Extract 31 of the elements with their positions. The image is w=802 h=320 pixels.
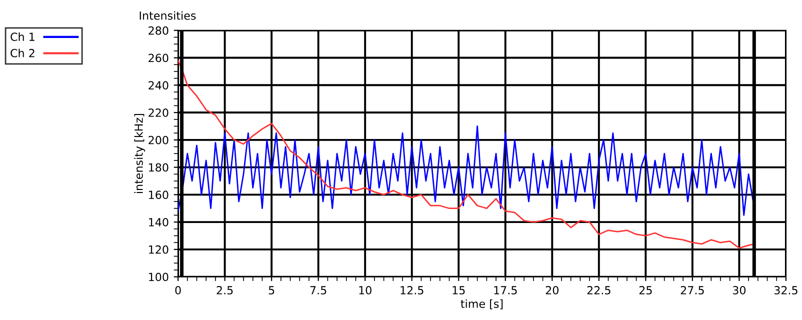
x-tick-label: 32.5: [774, 286, 798, 294]
x-tick-label: 12.5: [400, 286, 424, 294]
x-tick-label: 17.5: [494, 286, 517, 294]
x-tick-label: 10: [359, 286, 372, 294]
y-tick-label: 200: [148, 136, 168, 144]
y-tick-label: 280: [148, 26, 168, 35]
x-tick-label: 20: [546, 286, 558, 294]
y-tick-label: 120: [149, 245, 168, 254]
x-tick-label: 22.5: [587, 286, 610, 294]
y-tick-label: 160: [149, 190, 168, 200]
y-tick-label: 220: [148, 108, 168, 117]
x-tick-label: 2.5: [216, 286, 233, 294]
x-tick-label: 25: [639, 286, 652, 294]
x-axis-title: time [s]: [460, 299, 503, 310]
line-series: [178, 126, 754, 216]
x-tick-label: 30: [732, 286, 746, 294]
x-tick-label: 5: [268, 286, 274, 294]
chart-title: Intensities: [140, 11, 196, 20]
legend-label: Ch 2: [10, 48, 34, 58]
x-tick-label: 0: [175, 286, 181, 294]
y-tick-label: 260: [148, 54, 168, 62]
line-series: [178, 60, 755, 249]
y-tick-label: 240: [148, 81, 168, 90]
y-tick-label: 180: [149, 163, 168, 172]
y-tick-label: 100: [149, 272, 168, 282]
x-tick-label: 15: [452, 286, 465, 294]
y-axis-title: intensity [kHz]: [134, 114, 146, 194]
y-tick-label: 140: [149, 218, 168, 226]
x-tick-label: 27.5: [680, 286, 704, 294]
legend-label: Ch 1: [10, 32, 34, 41]
x-tick-label: 7.5: [310, 286, 326, 294]
